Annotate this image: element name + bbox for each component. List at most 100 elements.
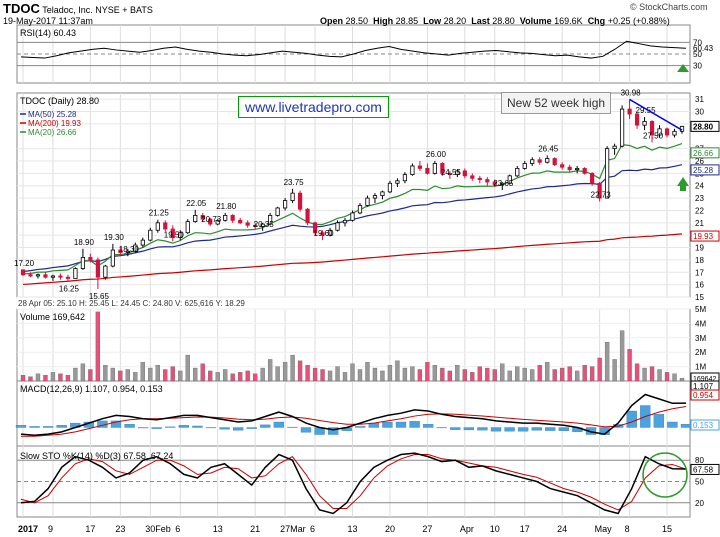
volume-bar [672, 373, 677, 382]
macd-histogram-bar [165, 426, 176, 428]
volume-value: 169.6K [554, 16, 583, 26]
volume-bar [95, 311, 101, 382]
volume-last-value: 169642 [693, 376, 716, 383]
macd-histogram-bar [219, 427, 230, 430]
candle [537, 159, 542, 163]
candle [455, 170, 460, 176]
volume-bar [387, 365, 393, 382]
volume-bar [163, 369, 168, 382]
rsi-tick-label: 30 [693, 62, 702, 71]
volume-bar [440, 367, 445, 382]
candle [365, 197, 370, 206]
price-title: TDOC (Daily) 28.80 [20, 96, 99, 106]
volume-bar [65, 375, 71, 382]
candle [590, 172, 595, 184]
macd-last-value: 0.153 [693, 421, 714, 430]
macd-histogram-bar [124, 424, 135, 428]
volume-bar [612, 359, 617, 382]
volume-tick-label: 5M [695, 305, 706, 314]
volume-bar [560, 367, 565, 382]
price-annotation: 22.73 [591, 190, 612, 199]
volume-bar [545, 362, 550, 382]
x-tick-label: 8 [625, 524, 630, 534]
price-annotation: 18.90 [74, 238, 95, 247]
macd-histogram-bar [409, 421, 420, 428]
macd-histogram-bar [680, 423, 692, 428]
volume-bar [312, 367, 318, 382]
price-annotation: 20.73 [201, 215, 222, 224]
candle [649, 121, 655, 136]
candle [597, 182, 602, 199]
price-tick-label: 22 [695, 206, 704, 215]
x-tick-label: 10 [490, 524, 500, 534]
candle [417, 165, 422, 169]
volume-bar [193, 367, 198, 382]
macd-histogram-bar [653, 414, 665, 428]
price-tick-label: 18 [695, 256, 704, 265]
volume-bar [110, 367, 116, 382]
volume-bar [462, 369, 467, 382]
sto-tick-label: 80 [695, 456, 704, 465]
macd-histogram-bar [450, 427, 461, 430]
price-annotation: 22.05 [186, 199, 207, 208]
candle [575, 168, 580, 171]
macd-histogram-bar [300, 427, 312, 433]
volume-bar [140, 362, 145, 382]
candle [515, 168, 520, 177]
x-tick-label: May [595, 524, 613, 534]
volume-bar [275, 366, 280, 382]
volume-bar [35, 373, 41, 382]
change-value: +0.25 (+0.88%) [607, 16, 670, 26]
quote-summary: Open 28.50 High 28.85 Low 28.20 Last 28.… [320, 16, 670, 26]
macd-histogram-bar [531, 427, 542, 431]
candle [447, 172, 452, 175]
high-value: 28.85 [395, 16, 419, 26]
candle [170, 228, 175, 239]
candle [350, 212, 355, 221]
candle [80, 257, 86, 269]
x-tick-label: 17 [85, 524, 95, 534]
x-tick-label: 13 [348, 524, 358, 534]
price-annotation: 18.30 [119, 245, 140, 254]
candle [425, 168, 430, 174]
candle [530, 159, 535, 164]
price-annotation: 21.80 [216, 202, 237, 211]
volume-bar [230, 373, 235, 382]
candle [118, 249, 123, 253]
volume-bar [485, 367, 490, 382]
volume-bar [58, 373, 63, 382]
candle [20, 269, 26, 276]
last-value-tag [690, 164, 720, 176]
volume-bar [410, 366, 415, 382]
volume-bar [432, 365, 438, 382]
candle [230, 214, 235, 221]
candle [485, 179, 490, 183]
volume-tick-label: 2M [695, 348, 706, 357]
price-annotation: 19.60 [314, 229, 335, 238]
volume-bar [125, 369, 130, 382]
macd-last-value: 0.954 [693, 391, 714, 400]
candle [223, 214, 228, 221]
macd-histogram-bar [504, 427, 515, 432]
volume-bar [178, 370, 183, 382]
volume-bar [417, 369, 423, 382]
candle [208, 218, 213, 225]
legend-entry: MA(20) 26.66 [28, 128, 77, 137]
x-tick-label: 9 [48, 524, 53, 534]
candle [462, 170, 467, 177]
volume-bar [642, 367, 647, 382]
candle [522, 163, 527, 169]
volume-bar [200, 363, 205, 382]
volume-bar [118, 370, 123, 382]
candle [605, 148, 610, 199]
volume-bar [43, 375, 48, 382]
volume-bar [133, 372, 138, 382]
candle [88, 257, 93, 261]
volume-bar [73, 367, 78, 382]
last-value-tag [690, 120, 720, 132]
candle [253, 224, 258, 227]
macd-histogram-bar [151, 427, 162, 429]
candle [545, 158, 550, 163]
volume-bar [245, 370, 250, 382]
volume-bar [575, 370, 580, 382]
